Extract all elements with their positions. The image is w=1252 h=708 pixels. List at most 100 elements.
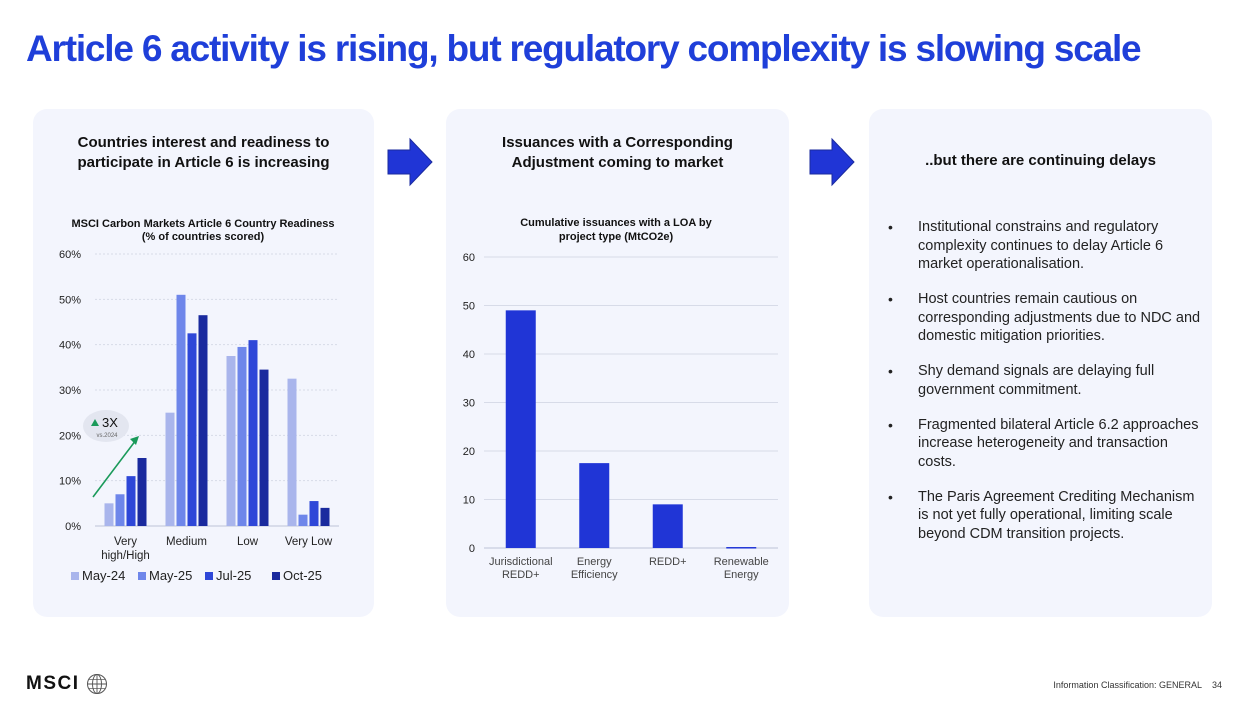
y-tick-label: 10 (463, 495, 475, 507)
readiness-panel: Countries interest and readiness to part… (33, 109, 374, 617)
y-tick-label: 30% (59, 385, 81, 397)
legend-swatch (71, 572, 79, 580)
bar (726, 547, 757, 549)
annotation-badge (83, 410, 129, 442)
growth-arrow (92, 439, 137, 498)
annotation-label: 3X (102, 415, 118, 430)
growth-arrowhead-icon (130, 436, 139, 445)
list-item: • The Paris Agreement Crediting Mechanism… (884, 488, 1204, 544)
panel-heading-line: Issuances with a Corresponding (502, 134, 733, 151)
bullet-icon: • (888, 488, 893, 505)
list-item: • Institutional constrains and regulatory… (884, 218, 1204, 274)
y-tick-label: 0% (65, 521, 81, 533)
x-tick-label: Jurisdictional (489, 556, 553, 568)
bullet-text: Institutional constrains and regulatory … (918, 219, 1164, 272)
chart-title: Cumulative issuances with a LOA by (520, 217, 712, 229)
y-tick-label: 30 (463, 398, 475, 410)
y-tick-label: 20% (59, 430, 81, 442)
y-tick-label: 60 (463, 252, 475, 264)
bar-may-25 (237, 346, 247, 526)
logo-text: MSCI (26, 673, 80, 694)
footer-classification: Information Classification: GENERAL 34 (1053, 680, 1222, 690)
x-tick-label: Renewable (714, 556, 769, 568)
y-tick-label: 50 (463, 301, 475, 313)
panel-heading: Issuances with a Corresponding Adjustmen… (446, 133, 789, 173)
x-tick-label: Energy (577, 556, 612, 568)
bullet-icon: • (888, 363, 893, 379)
legend-label: May-25 (149, 568, 192, 583)
x-tick-label: Very (114, 536, 137, 548)
bullet-icon: • (888, 416, 893, 433)
x-tick-label: Medium (166, 536, 207, 548)
bar-jul-25 (187, 333, 197, 526)
list-item: • Shy demand signals are delaying full go… (884, 362, 1204, 399)
bar (579, 463, 610, 548)
bar-may-24 (287, 378, 297, 526)
x-tick-label: Very Low (285, 536, 333, 548)
issuances-chart: Cumulative issuances with a LOA by projec… (463, 217, 778, 581)
list-item: • Fragmented bilateral Article 6.2 approa… (884, 416, 1204, 472)
bar-may-25 (298, 514, 308, 526)
arrow-right-icon (809, 137, 855, 187)
page-number: 34 (1211, 680, 1222, 690)
bar-may-24 (226, 356, 236, 526)
bullet-text: Host countries remain cautious on corres… (918, 291, 1201, 344)
delays-bullet-list: • Institutional constrains and regulatory… (884, 218, 1204, 560)
panel-heading-line: Countries interest and readiness to (77, 134, 330, 151)
chart-title: MSCI Carbon Markets Article 6 Country Re… (71, 218, 334, 230)
list-item: • Host countries remain cautious on corre… (884, 290, 1204, 346)
legend-swatch (205, 572, 213, 580)
bar-oct-25 (137, 458, 147, 526)
chart-title: project type (MtCO2e) (559, 231, 674, 243)
y-tick-label: 20 (463, 446, 475, 458)
bar (652, 504, 683, 548)
legend-label: Oct-25 (283, 568, 322, 583)
legend-label: Jul-25 (216, 568, 251, 583)
panel-heading-line: participate in Article 6 is increasing (77, 154, 330, 171)
y-tick-label: 0 (469, 543, 475, 555)
bar-jul-25 (309, 501, 319, 526)
bar-may-25 (176, 294, 186, 526)
bullet-text: Fragmented bilateral Article 6.2 approac… (918, 416, 1199, 470)
x-tick-label: REDD+ (502, 569, 540, 581)
slide-title: Article 6 activity is rising, but regula… (26, 28, 1142, 69)
legend-label: May-24 (82, 568, 125, 583)
x-tick-label: Low (237, 536, 259, 548)
y-tick-label: 40% (59, 340, 81, 352)
bar-may-24 (104, 503, 114, 526)
classification-label: Information Classification: GENERAL (1053, 680, 1202, 690)
y-tick-label: 10% (59, 476, 81, 488)
bar-jul-25 (126, 476, 136, 526)
x-tick-label: REDD+ (649, 556, 687, 568)
issuances-panel: Issuances with a Corresponding Adjustmen… (446, 109, 789, 617)
readiness-chart: MSCI Carbon Markets Article 6 Country Re… (59, 218, 339, 583)
x-tick-label: Efficiency (571, 569, 618, 581)
bar-may-25 (115, 494, 125, 526)
bar (505, 310, 536, 548)
x-tick-label: Energy (724, 569, 759, 581)
bar-oct-25 (259, 369, 269, 526)
triangle-up-icon (91, 419, 99, 426)
arrow-right-icon (387, 137, 433, 187)
bullet-icon: • (888, 291, 893, 307)
bar-jul-25 (248, 340, 258, 526)
chart-title: (% of countries scored) (142, 231, 265, 243)
delays-panel: ..but there are continuing delays (869, 109, 1212, 617)
bar-oct-25 (320, 507, 330, 526)
bullet-icon: • (888, 219, 893, 235)
y-tick-label: 50% (59, 294, 81, 306)
bar-oct-25 (198, 315, 208, 526)
x-tick-label: high/High (101, 550, 150, 562)
panel-heading: Countries interest and readiness to part… (33, 133, 374, 173)
bar-may-24 (165, 412, 175, 526)
legend-swatch (138, 572, 146, 580)
y-tick-label: 40 (463, 349, 475, 361)
bullet-text: The Paris Agreement Crediting Mechanism … (918, 488, 1195, 542)
panel-heading-line: Adjustment coming to market (511, 154, 724, 171)
legend-swatch (272, 572, 280, 580)
msci-logo: MSCI (26, 673, 108, 695)
panel-heading: ..but there are continuing delays (925, 152, 1156, 169)
globe-icon (86, 674, 107, 694)
bullet-text: Shy demand signals are delaying full gov… (918, 363, 1155, 398)
annotation-sublabel: vs.2024 (96, 433, 118, 439)
